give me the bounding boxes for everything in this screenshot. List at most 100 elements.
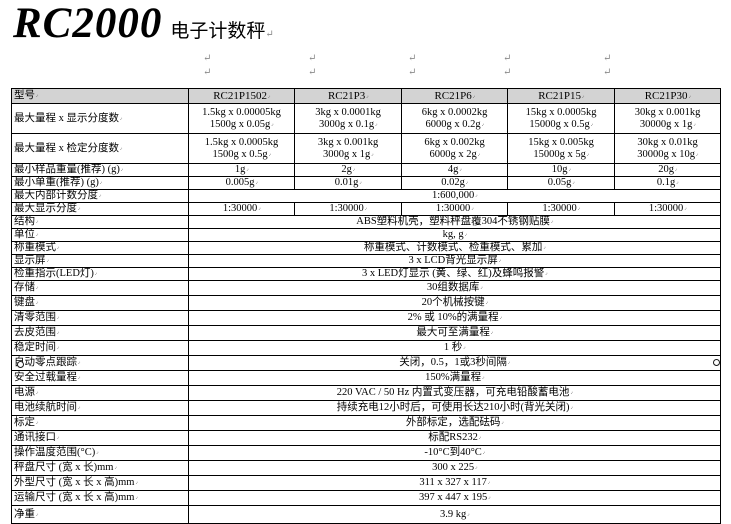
spec-value-merged-cell: -10°C到40°C	[188, 445, 721, 461]
spec-value-cell: 3kg x 0.001kg 3000g x 1g	[294, 133, 402, 164]
table-row: 存储30组数据库	[11, 280, 721, 296]
paragraph-mark-icon: ↵	[265, 29, 274, 40]
page-subtitle: 电子计数秤	[170, 21, 266, 42]
spec-value-cell: 2g	[294, 163, 402, 177]
spec-row-label: 最大量程 x 显示分度数	[11, 103, 189, 134]
table-row: 最大量程 x 检定分度数1.5kg x 0.0005kg 1500g x 0.5…	[11, 133, 721, 164]
table-row: 操作温度范围(°C)-10°C到40°C	[11, 445, 721, 461]
paragraph-mark-icon: ↵	[408, 67, 417, 78]
spec-row-label: 运输尺寸 (宽 x 长 x 高)mm	[11, 490, 189, 506]
spec-row-label: 最小样品重量(推荐) (g)	[11, 163, 189, 177]
table-anchor-handle[interactable]	[713, 359, 720, 366]
table-row: 标定外部标定，选配砝码	[11, 415, 721, 431]
spec-row-label: 存储	[11, 280, 189, 296]
spec-value-cell: 1:30000	[614, 202, 721, 216]
paragraph-mark-icon: ↵	[308, 67, 317, 78]
spec-value-merged-cell: 3 x LCD背光显示屏	[188, 254, 721, 268]
spec-value-merged-cell: 397 x 447 x 195	[188, 490, 721, 506]
spec-value-merged-cell: 外部标定，选配砝码	[188, 415, 721, 431]
spec-row-label: 操作温度范围(°C)	[11, 445, 189, 461]
spec-value-cell: 4g	[401, 163, 508, 177]
spec-value-merged-cell: 1:600,000	[188, 189, 721, 203]
spec-row-label: 标定	[11, 415, 189, 431]
spec-row-label: 去皮范围	[11, 325, 189, 341]
spec-row-label: 最大显示分度	[11, 202, 189, 216]
spec-value-cell: 1:30000	[294, 202, 402, 216]
spec-row-label: 稳定时间	[11, 340, 189, 356]
table-row: 结构ABS塑料机壳，塑料秤盘覆304不锈钢贴膜	[11, 215, 721, 229]
spec-value-cell: 6kg x 0.0002kg 6000g x 0.2g	[401, 103, 508, 134]
spec-row-label: 净重	[11, 505, 189, 524]
table-row: 显示屏3 x LCD背光显示屏	[11, 254, 721, 268]
spec-value-merged-cell: 20个机械按键	[188, 295, 721, 311]
spec-value-merged-cell: 1 秒	[188, 340, 721, 356]
spec-table: 型号 RC21P1502RC21P3RC21P6RC21P15RC21P30 最…	[11, 88, 721, 524]
table-row: 最小样品重量(推荐) (g)1g2g4g10g20g	[11, 163, 721, 177]
table-row: 最小单重(推荐) (g)0.005g0.01g0.02g0.05g0.1g	[11, 176, 721, 190]
spec-value-cell: 1:30000	[507, 202, 615, 216]
table-row: 外型尺寸 (宽 x 长 x 高)mm311 x 327 x 117	[11, 475, 721, 491]
spec-row-label: 电池续航时间	[11, 400, 189, 416]
spec-row-label: 通讯接口	[11, 430, 189, 446]
spec-value-merged-cell: 311 x 327 x 117	[188, 475, 721, 491]
spec-value-cell: 0.05g	[507, 176, 615, 190]
spec-row-label: 单位	[11, 228, 189, 242]
spec-value-merged-cell: 300 x 225	[188, 460, 721, 476]
spec-row-label: 安全过载量程	[11, 370, 189, 386]
spec-value-cell: 15kg x 0.005kg 15000g x 5g	[507, 133, 615, 164]
table-row: 单位kg, g	[11, 228, 721, 242]
spec-row-label: 键盘	[11, 295, 189, 311]
spec-value-cell: 1.5kg x 0.0005kg 1500g x 0.5g	[188, 133, 295, 164]
spec-value-cell: 10g	[507, 163, 615, 177]
spec-value-cell: 20g	[614, 163, 721, 177]
document-header: RC2000 电子计数秤↵	[13, 2, 274, 46]
spec-row-label: 最大量程 x 检定分度数	[11, 133, 189, 164]
spec-value-cell: 1g	[188, 163, 295, 177]
spec-value-merged-cell: 最大可至满量程	[188, 325, 721, 341]
spec-row-label: 外型尺寸 (宽 x 长 x 高)mm	[11, 475, 189, 491]
spec-row-label: 显示屏	[11, 254, 189, 268]
spec-value-cell: 1.5kg x 0.00005kg 1500g x 0.05g	[188, 103, 295, 134]
table-row: 秤盘尺寸 (宽 x 长)mm300 x 225	[11, 460, 721, 476]
table-row: 净重3.9 kg	[11, 505, 721, 524]
table-row: 键盘20个机械按键	[11, 295, 721, 311]
table-header-row: 型号 RC21P1502RC21P3RC21P6RC21P15RC21P30	[11, 88, 721, 104]
table-row: 最大显示分度1:300001:300001:300001:300001:3000…	[11, 202, 721, 216]
paragraph-marks-row: ↵ ↵ ↵ ↵ ↵	[0, 53, 731, 65]
spec-value-merged-cell: 30组数据库	[188, 280, 721, 296]
spec-row-label: 称重模式	[11, 241, 189, 255]
spec-value-merged-cell: kg, g	[188, 228, 721, 242]
table-anchor-handle[interactable]	[17, 361, 24, 368]
spec-value-cell: 0.02g	[401, 176, 508, 190]
model-row-label: 型号	[11, 88, 189, 104]
table-row: 清零范围2% 或 10%的满量程	[11, 310, 721, 326]
spec-row-label: 电源	[11, 385, 189, 401]
spec-value-merged-cell: 关闭，0.5，1或3秒间隔	[188, 355, 721, 371]
model-column-header: RC21P3	[294, 88, 402, 104]
spec-value-merged-cell: 150%满量程	[188, 370, 721, 386]
table-row: 称重模式称重模式、计数模式、检重模式、累加	[11, 241, 721, 255]
spec-value-cell: 30kg x 0.01kg 30000g x 10g	[614, 133, 721, 164]
spec-value-merged-cell: ABS塑料机壳，塑料秤盘覆304不锈钢贴膜	[188, 215, 721, 229]
model-column-header: RC21P6	[401, 88, 508, 104]
paragraph-mark-icon: ↵	[603, 67, 612, 78]
paragraph-mark-icon: ↵	[503, 67, 512, 78]
spec-value-cell: 30kg x 0.001kg 30000g x 1g	[614, 103, 721, 134]
spec-value-cell: 0.01g	[294, 176, 402, 190]
paragraph-mark-icon: ↵	[203, 67, 212, 78]
table-row: 电池续航时间持续充电12小时后，可使用长达210小时(背光关闭)	[11, 400, 721, 416]
spec-row-label: 最大内部计数分度	[11, 189, 189, 203]
model-column-header: RC21P30	[614, 88, 721, 104]
table-row: 运输尺寸 (宽 x 长 x 高)mm397 x 447 x 195	[11, 490, 721, 506]
spec-value-cell: 1:30000	[401, 202, 508, 216]
spec-value-cell: 15kg x 0.0005kg 15000g x 0.5g	[507, 103, 615, 134]
spec-value-cell: 1:30000	[188, 202, 295, 216]
table-row: 通讯接口标配RS232	[11, 430, 721, 446]
spec-value-merged-cell: 持续充电12小时后，可使用长达210小时(背光关闭)	[188, 400, 721, 416]
model-column-header: RC21P15	[507, 88, 615, 104]
spec-row-label: 检重指示(LED灯)	[11, 267, 189, 281]
page-title: RC2000	[13, 0, 163, 47]
table-row: 最大量程 x 显示分度数1.5kg x 0.00005kg 1500g x 0.…	[11, 103, 721, 134]
spec-row-label: 秤盘尺寸 (宽 x 长)mm	[11, 460, 189, 476]
